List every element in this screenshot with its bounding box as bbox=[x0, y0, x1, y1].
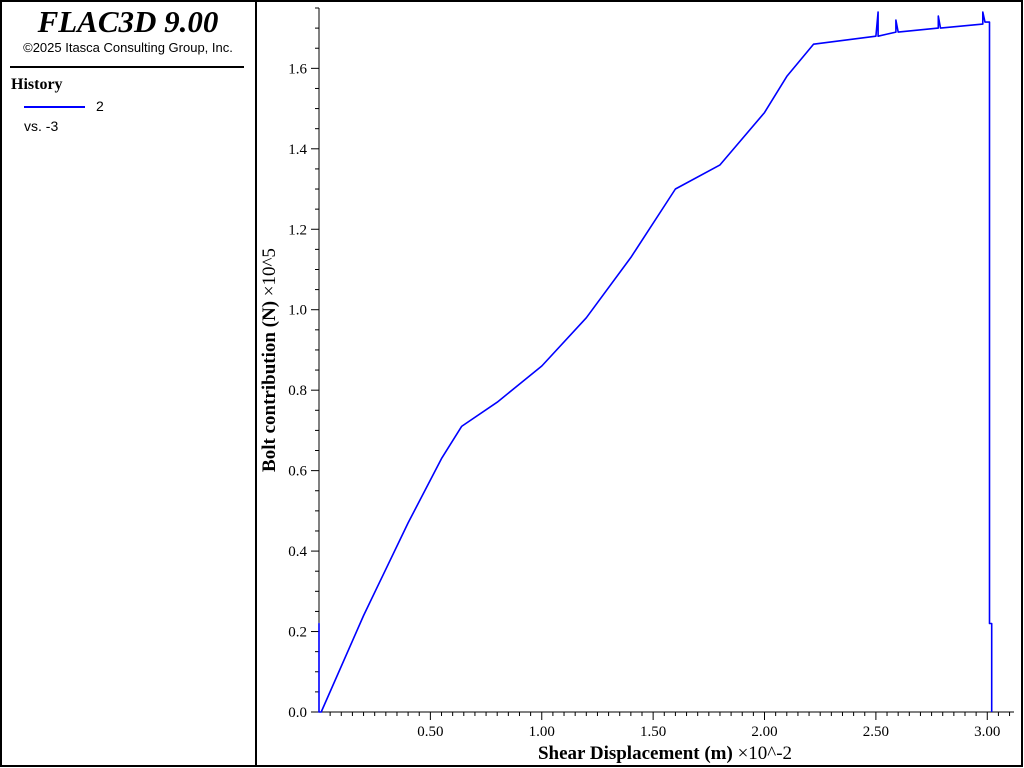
legend-vs-label: vs. -3 bbox=[24, 118, 59, 134]
x-tick-label: 1.00 bbox=[529, 724, 555, 740]
series-group bbox=[318, 11, 993, 713]
y-tick-label: 0.2 bbox=[288, 625, 307, 641]
y-tick-label: 0.6 bbox=[288, 464, 307, 480]
x-tick-label: 2.50 bbox=[863, 724, 889, 740]
y-tick-label: 1.2 bbox=[288, 222, 307, 238]
x-tick-label: 2.00 bbox=[751, 724, 777, 740]
y-tick-label: 0.4 bbox=[288, 544, 307, 560]
x-tick-label: 0.50 bbox=[417, 724, 443, 740]
y-tick-label: 1.4 bbox=[288, 142, 307, 158]
app-title: FLAC3D 9.00 bbox=[37, 4, 219, 39]
legend-series-label: 2 bbox=[96, 98, 104, 114]
series-line bbox=[318, 11, 993, 713]
y-axis-title: Bolt contribution (N) bbox=[259, 301, 280, 472]
y-axis-scale: ×10^5 bbox=[259, 248, 280, 301]
y-tick-label: 0.0 bbox=[288, 705, 307, 721]
x-tick-label: 1.50 bbox=[640, 724, 666, 740]
y-tick-label: 1.6 bbox=[288, 61, 307, 77]
legend-panel: FLAC3D 9.00 ©2025 Itasca Consulting Grou… bbox=[0, 0, 256, 768]
x-axis-title: Shear Displacement (m) bbox=[538, 743, 733, 764]
x-tick-label: 3.00 bbox=[974, 724, 1000, 740]
copyright-text: ©2025 Itasca Consulting Group, Inc. bbox=[23, 40, 233, 55]
y-tick-label: 0.8 bbox=[288, 383, 307, 399]
title-divider bbox=[10, 66, 244, 68]
legend-heading: History bbox=[11, 76, 63, 93]
legend-line-swatch bbox=[24, 106, 85, 108]
axes-group: 0.0 0.2 0.4 0.6 0.8 1.0 1.2 1.4 1.6 0.50 1.00 1.50 2… bbox=[259, 7, 1014, 764]
y-tick-label: 1.0 bbox=[288, 303, 307, 319]
x-axis-label: Shear Displacement (m) ×10^-2 bbox=[538, 743, 792, 764]
y-axis-label: Bolt contribution (N) ×10^5 bbox=[259, 248, 280, 472]
x-axis-scale: ×10^-2 bbox=[733, 743, 792, 764]
